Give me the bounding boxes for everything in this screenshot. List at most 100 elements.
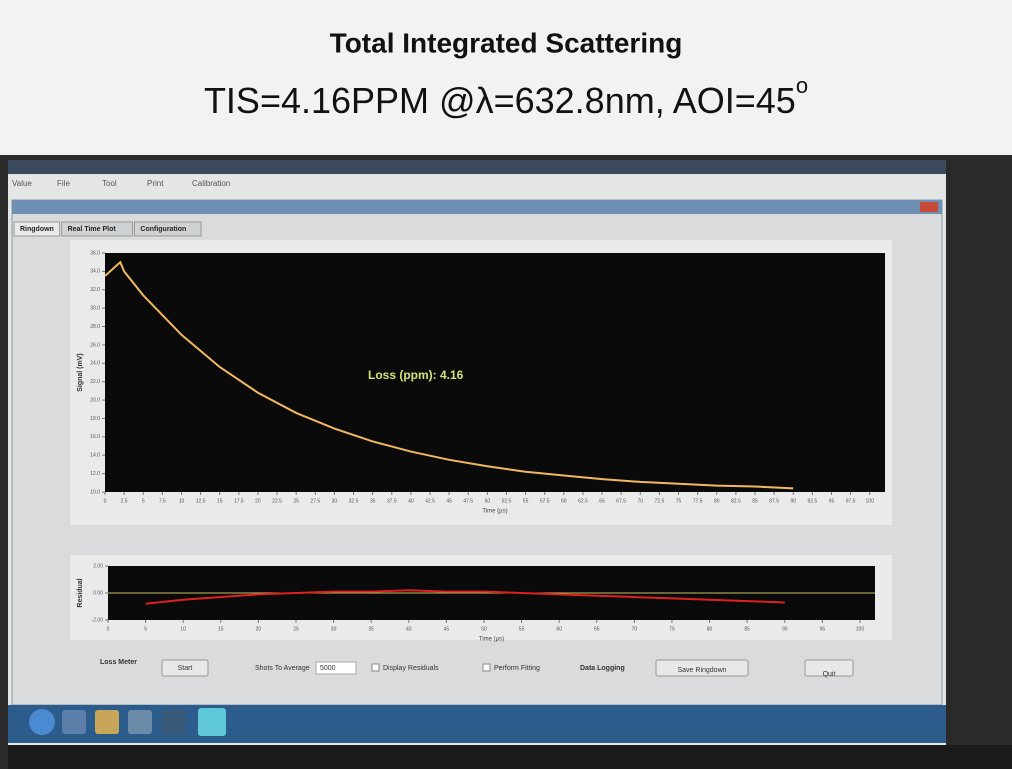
label: Loss Meter	[100, 659, 137, 666]
menu-item[interactable]: Calibration	[192, 179, 230, 188]
subtitle: TIS=4.16PPM @λ=632.8nm, AOI=45o	[204, 73, 808, 121]
x-tick-label: 50	[485, 498, 491, 504]
x-tick-label: 15	[218, 626, 224, 632]
x-tick-label: 70	[632, 626, 638, 632]
x-tick-label: 42.5	[425, 498, 435, 504]
x-tick-label: 65	[594, 626, 600, 632]
y-tick-label: 10.0	[90, 489, 100, 495]
x-tick-label: 100	[856, 626, 865, 632]
x-tick-label: 90	[790, 498, 796, 504]
y-axis-label: Signal (mV)	[77, 353, 84, 392]
y-tick-label: 30.0	[90, 305, 100, 311]
tab-label: Configuration	[140, 226, 186, 233]
plot-area	[105, 253, 885, 492]
x-tick-label: 40	[408, 498, 414, 504]
x-tick-label: 50	[481, 626, 487, 632]
x-tick-label: 95	[829, 498, 835, 504]
window-titlebar	[12, 200, 942, 214]
x-tick-label: 92.5	[807, 498, 817, 504]
checkbox-label: Perform Fitting	[494, 665, 540, 672]
x-tick-label: 67.5	[616, 498, 626, 504]
taskbar-icon[interactable]	[162, 710, 186, 734]
header-bg	[0, 0, 1012, 155]
button[interactable]	[804, 659, 854, 677]
x-tick-label: 30	[332, 498, 338, 504]
label: Data Logging	[580, 665, 625, 672]
button-label: Start	[178, 665, 193, 672]
x-tick-label: 0	[104, 498, 107, 504]
subtitle-text: TIS=4.16PPM @λ=632.8nm, AOI=45	[204, 80, 796, 121]
x-axis-label: Time (µs)	[479, 637, 504, 643]
start-orb[interactable]	[29, 709, 55, 735]
x-tick-label: 75	[669, 626, 675, 632]
y-tick-label: 20.0	[90, 397, 100, 403]
x-tick-label: 100	[866, 498, 875, 504]
x-tick-label: 77.5	[693, 498, 703, 504]
x-tick-label: 90	[782, 626, 788, 632]
button-label: Quit	[823, 671, 836, 678]
x-tick-label: 45	[444, 626, 450, 632]
y-tick-label: 18.0	[90, 416, 100, 422]
x-tick-label: 62.5	[578, 498, 588, 504]
x-tick-label: 40	[406, 626, 412, 632]
x-tick-label: 10	[179, 498, 185, 504]
x-tick-label: 10	[180, 626, 186, 632]
y-tick-label: 0.00	[93, 590, 103, 596]
tab[interactable]	[133, 221, 202, 237]
x-tick-label: 22.5	[272, 498, 282, 504]
input[interactable]	[315, 661, 357, 675]
tab[interactable]	[61, 221, 133, 237]
menu-item[interactable]: Print	[147, 179, 164, 188]
menu-item[interactable]: Value	[12, 179, 32, 188]
taskbar-icon[interactable]	[62, 710, 86, 734]
button-label: Save Ringdown	[677, 667, 726, 674]
x-tick-label: 15	[217, 498, 223, 504]
menu-item[interactable]: File	[57, 179, 70, 188]
checkbox[interactable]	[482, 663, 491, 672]
y-tick-label: 12.0	[90, 471, 100, 477]
x-tick-label: 20	[256, 626, 262, 632]
x-tick-label: 32.5	[349, 498, 359, 504]
taskbar-icon[interactable]	[198, 708, 226, 736]
series-line	[145, 589, 785, 605]
button[interactable]	[655, 659, 749, 677]
x-tick-label: 35	[368, 626, 374, 632]
button[interactable]	[161, 659, 209, 677]
x-tick-label: 72.5	[655, 498, 665, 504]
x-tick-label: 85	[744, 626, 750, 632]
x-tick-label: 95	[820, 626, 826, 632]
taskbar-icon[interactable]	[128, 710, 152, 734]
close-button[interactable]	[920, 202, 938, 212]
tab-label: Real Time Plot	[68, 226, 117, 233]
checkbox-label: Display Residuals	[383, 665, 439, 672]
taskbar-icon[interactable]	[95, 710, 119, 734]
checkbox[interactable]	[371, 663, 380, 672]
tab[interactable]	[13, 221, 61, 237]
x-tick-label: 60	[561, 498, 567, 504]
x-tick-label: 7.5	[159, 498, 166, 504]
x-tick-label: 12.5	[196, 498, 206, 504]
x-tick-label: 25	[293, 626, 299, 632]
subtitle-sup: o	[796, 73, 808, 98]
x-tick-label: 65	[599, 498, 605, 504]
x-tick-label: 70	[638, 498, 644, 504]
y-tick-label: 22.0	[90, 379, 100, 385]
title: Total Integrated Scattering	[330, 27, 683, 58]
x-tick-label: 30	[331, 626, 337, 632]
x-tick-label: 57.5	[540, 498, 550, 504]
x-tick-label: 80	[707, 626, 713, 632]
y-tick-label: 32.0	[90, 287, 100, 293]
y-tick-label: 16.0	[90, 434, 100, 440]
x-tick-label: 82.5	[731, 498, 741, 504]
input-value: 5000	[320, 665, 336, 672]
y-tick-label: 26.0	[90, 342, 100, 348]
menu-item[interactable]: Tool	[102, 179, 117, 188]
x-tick-label: 20	[255, 498, 261, 504]
x-axis-label: Time (µs)	[482, 509, 507, 515]
x-tick-label: 35	[370, 498, 376, 504]
annotation: Loss (ppm): 4.16	[368, 368, 464, 382]
y-tick-label: 36.0	[90, 250, 100, 256]
x-tick-label: 80	[714, 498, 720, 504]
x-tick-label: 5	[144, 626, 147, 632]
